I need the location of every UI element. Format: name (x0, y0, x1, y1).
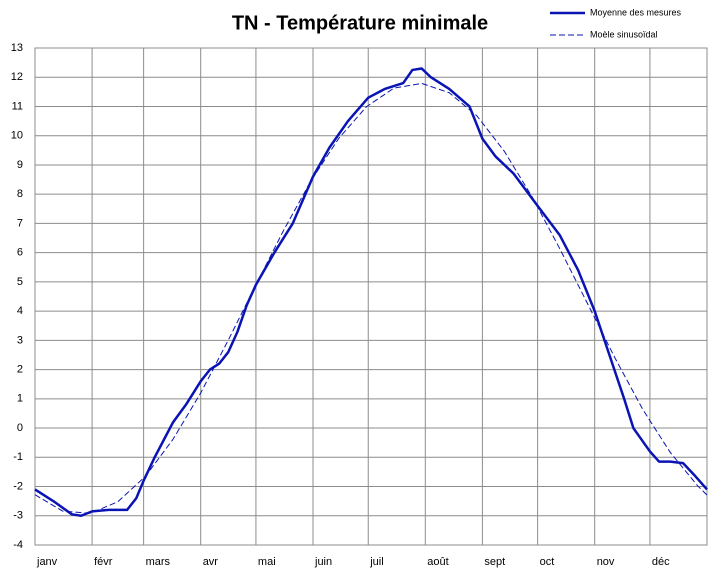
chart-title: TN - Température minimale (232, 12, 488, 34)
x-tick-label: mars (146, 556, 171, 568)
legend-label: Moèle sinusoïdal (590, 29, 658, 39)
y-tick-label: 7 (17, 217, 23, 229)
y-tick-label: 0 (17, 422, 23, 434)
y-tick-label: 2 (17, 363, 23, 375)
line-series (34, 82, 708, 514)
y-tick-label: -2 (13, 480, 23, 492)
y-tick-label: -3 (13, 510, 23, 522)
legend-label: Moyenne des mesures (590, 7, 682, 17)
x-tick-label: juin (314, 556, 332, 568)
y-tick-label: 10 (11, 130, 23, 142)
y-tick-label: 8 (17, 188, 23, 200)
y-tick-label: 6 (17, 247, 23, 259)
plot-frame (34, 47, 708, 546)
y-tick-label: 1 (17, 393, 23, 405)
y-tick-label: 9 (17, 159, 23, 171)
line-series (34, 67, 708, 518)
y-tick-label: 3 (17, 334, 23, 346)
x-tick-label: janv (36, 556, 58, 568)
x-tick-label: oct (540, 556, 555, 568)
x-tick-label: juil (369, 556, 383, 568)
y-tick-label: 5 (17, 276, 23, 288)
y-tick-label: 11 (12, 100, 23, 112)
x-tick-label: avr (203, 556, 219, 568)
x-tick-label: févr (94, 556, 113, 568)
y-tick-label: -4 (13, 539, 23, 551)
x-tick-label: nov (597, 556, 615, 568)
y-tick-label: -1 (13, 451, 23, 463)
x-tick-label: août (427, 556, 448, 568)
x-tick-label: déc (652, 556, 670, 568)
y-tick-label: 13 (11, 42, 23, 54)
x-tick-label: sept (484, 556, 505, 568)
y-tick-label: 12 (11, 71, 23, 83)
x-tick-label: mai (258, 556, 276, 568)
y-tick-label: 4 (17, 305, 23, 317)
